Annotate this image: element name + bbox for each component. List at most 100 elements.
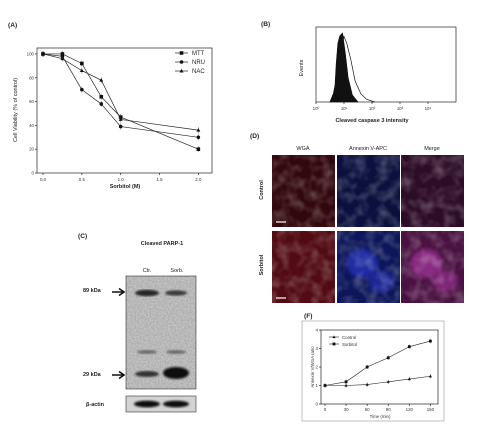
- blot-title: Cleaved PARP-1: [141, 241, 183, 247]
- chart-f-ylabel: Annexin V/WGA ratio: [310, 346, 315, 388]
- chart-f-point-sorbitol: [323, 384, 327, 387]
- chart-f-xtick-label: 150: [427, 407, 435, 412]
- chart-a-point-nru: [80, 87, 84, 92]
- chart-a-point-mtt: [80, 61, 84, 66]
- chart-f-ytick-label: 1: [316, 383, 319, 388]
- blot-lane-ctr: Ctr.: [143, 268, 152, 274]
- legend-marker: [332, 342, 336, 346]
- chart-f-ytick-label: 0: [316, 402, 319, 407]
- chart-a-xtick-label: 2.0: [195, 177, 202, 182]
- micro-texture: [272, 231, 335, 303]
- chart-a-point-mtt: [99, 95, 104, 99]
- legend-sorbitol: Sorbitol: [342, 342, 357, 347]
- micro-control-wga: [272, 155, 335, 227]
- actin-band-sorb: [163, 400, 189, 408]
- chart-b-xlabel: Cleaved caspase 3 intensity: [335, 118, 409, 124]
- chart-a-xtick-label: 1.5: [156, 177, 163, 182]
- chart-f-point-control: [386, 380, 390, 383]
- chart-b-xtick-label: 10⁴: [425, 106, 432, 111]
- micro-row-sorbitol: Sorbitol: [259, 254, 265, 275]
- actin-band-ctr: [134, 400, 160, 408]
- chart-a-ytick-label: 0: [32, 171, 35, 176]
- microscopy-grid: [272, 155, 464, 303]
- chart-f-point-control: [365, 382, 369, 386]
- chart-a-ytick-label: 20: [29, 147, 34, 152]
- chart-f-point-sorbitol: [428, 339, 432, 343]
- panel-f-label: (F): [304, 313, 312, 320]
- chart-f-point-control: [344, 383, 348, 387]
- chart-a-xlabel: Sorbitol (M): [110, 184, 141, 190]
- band-29-ctr: [135, 371, 159, 377]
- flow-histogram: Events Cleaved caspase 3 intensity 10⁰ 10…: [299, 26, 457, 124]
- legend-nac: NAC: [192, 69, 205, 75]
- panel-f-box: [301, 320, 445, 422]
- micro-col-wga: WGA: [296, 146, 309, 152]
- micro-texture: [337, 155, 400, 227]
- chart-a-point-nru: [99, 102, 104, 106]
- chart-a-line-nru: [42, 53, 199, 138]
- marker-89-label: 89 kDa: [83, 288, 102, 294]
- band-29-sorb: [163, 367, 189, 379]
- actin-label: β-actin: [86, 402, 105, 408]
- chart-a-point-nac: [60, 56, 65, 61]
- chart-f-xlabel: Time (min): [370, 414, 391, 419]
- chart-b-xtick-label: 10⁰: [313, 106, 320, 111]
- chart-b-filled-histogram: [329, 32, 359, 103]
- chart-f-ytick-label: 4: [316, 328, 319, 333]
- chart-b-xtick-label: 10¹: [341, 106, 348, 111]
- legend-marker: [332, 335, 336, 339]
- band-89-sorb: [165, 290, 187, 296]
- chart-a-point-mtt: [196, 147, 201, 151]
- western-blot: 89 kDa 29 kDa β-actin: [83, 275, 197, 413]
- chart-a-point-nac: [118, 117, 123, 121]
- chart-a-frame: [36, 47, 213, 174]
- chart-a-xtick-label: 1.0: [118, 177, 125, 182]
- band-faint-sorb: [166, 350, 186, 354]
- chart-f-ytick-label: 2: [316, 365, 319, 370]
- marker-29-label: 29 kDa: [83, 372, 102, 378]
- micro-col-annexin: Annexin V-APC: [349, 146, 387, 152]
- chart-a-point-nac: [99, 77, 104, 82]
- chart-f-xtick-label: 0: [324, 407, 327, 412]
- chart-b-ylabel: Events: [299, 59, 305, 76]
- chart-f-point-sorbitol: [344, 380, 348, 384]
- legend-mtt: MTT: [192, 51, 205, 57]
- panel-d-label: (D): [250, 133, 259, 140]
- chart-f-xtick-label: 60: [365, 407, 370, 412]
- chart-b-xtick-label: 10²: [369, 106, 376, 111]
- micro-texture: [401, 231, 464, 303]
- legend-marker: [179, 51, 184, 55]
- chart-f-frame: [320, 329, 439, 405]
- micro-col-merge: Merge: [424, 146, 440, 152]
- micro-sorbitol-annexin: [337, 231, 400, 303]
- marker-29-arrow-icon: [112, 370, 126, 380]
- chart-f-point-sorbitol: [386, 356, 390, 360]
- chart-f-point-control: [407, 377, 411, 381]
- chart-a-ytick-label: 100: [27, 51, 35, 56]
- chart-a-line-nac: [42, 53, 199, 131]
- marker-89-arrow-icon: [112, 287, 126, 297]
- chart-a-xtick-label: 0.5: [79, 177, 86, 182]
- micro-texture: [401, 155, 464, 227]
- micro-row-control: Control: [259, 180, 265, 200]
- micro-sorbitol-wga: [272, 231, 335, 303]
- chart-f-point-sorbitol: [407, 345, 411, 349]
- actin-membrane: [125, 395, 197, 413]
- panel-b-label: (B): [261, 21, 270, 28]
- chart-b-outline-histogram: [329, 35, 375, 103]
- chart-f-line-sorbitol: [324, 340, 431, 386]
- micro-texture: [272, 155, 335, 227]
- chart-f-xtick-label: 120: [406, 407, 414, 412]
- chart-a-ytick-label: 60: [29, 99, 34, 104]
- panel-c-label: (C): [78, 233, 87, 240]
- chart-a-ytick-label: 80: [29, 75, 34, 80]
- band-89-ctr: [135, 289, 159, 297]
- legend-nru: NRU: [192, 60, 205, 66]
- chart-a-ylabel: Cell Viability (% of control): [13, 78, 19, 142]
- legend-marker: [179, 60, 184, 64]
- chart-a-point-nru: [118, 124, 123, 129]
- ratio-chart: Annexin V/WGA ratio Time (min) 0 30 60 90 12…: [310, 328, 439, 419]
- chart-a-point-nac: [79, 68, 84, 73]
